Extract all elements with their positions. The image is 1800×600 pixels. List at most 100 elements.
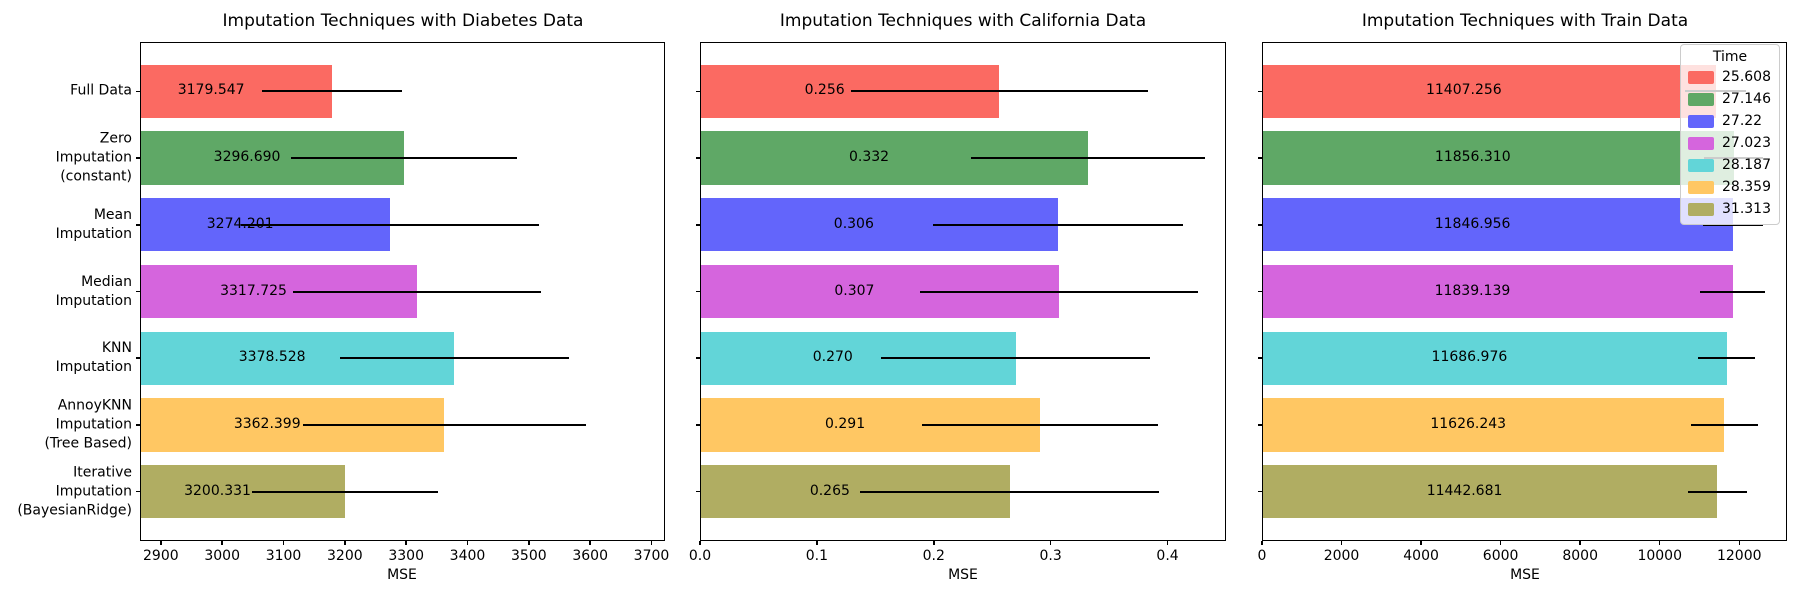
bar-value-label: 0.256 (804, 82, 845, 99)
x-tick (528, 541, 530, 545)
x-tick (1166, 541, 1169, 545)
x-tick-label: 10000 (1637, 548, 1682, 564)
x-tick-label: 3100 (265, 548, 302, 564)
x-tick (1420, 541, 1422, 545)
y-tick (136, 224, 140, 226)
bar-value-label: 11846.956 (1434, 215, 1511, 232)
legend-swatch (1688, 158, 1714, 172)
x-tick (1261, 541, 1263, 545)
x-tick-label: 6000 (1482, 548, 1519, 564)
x-tick-label: 3000 (204, 548, 240, 564)
x-tick-label: 2900 (143, 548, 179, 564)
x-tick-label: 3400 (449, 548, 486, 564)
y-tick (1258, 157, 1262, 159)
y-tick (696, 90, 700, 93)
legend-entry: 27.22 (1688, 110, 1772, 132)
category-label: KNN Imputation (55, 340, 132, 376)
xaxis-label-train: MSE (1510, 567, 1540, 583)
legend: Time 25.608 27.146 27.22 27.023 28.187 28.359 3… (1680, 44, 1780, 225)
x-tick (160, 541, 162, 545)
bar-value-label: 0.291 (825, 415, 866, 432)
bar-value-label: 3200.331 (184, 482, 251, 499)
x-tick (1340, 541, 1343, 545)
legend-entry: 28.187 (1688, 154, 1772, 176)
y-tick (696, 424, 700, 426)
error-bar (881, 357, 1151, 360)
error-bar (1687, 490, 1747, 493)
bar-value-label: 3317.725 (220, 282, 287, 299)
x-tick (816, 541, 818, 545)
error-bar (932, 223, 1183, 226)
y-tick (1258, 490, 1262, 493)
y-tick (136, 357, 140, 359)
x-tick (1738, 541, 1741, 545)
error-bar (1698, 357, 1756, 360)
legend-label: 27.146 (1722, 91, 1771, 107)
x-tick (466, 541, 469, 545)
y-tick (1258, 424, 1262, 426)
chart-title-train: Imputation Techniques with Train Data (1361, 11, 1689, 31)
error-bar (303, 423, 586, 426)
x-tick-label: 0 (1257, 548, 1267, 564)
category-label: Mean Imputation (55, 206, 132, 242)
category-label: Median Imputation (55, 273, 132, 309)
bar-value-label: 0.265 (809, 482, 850, 499)
chart-title-california: Imputation Techniques with California Da… (779, 11, 1147, 31)
legend-entry: 31.313 (1688, 198, 1772, 220)
x-tick-label: 3700 (633, 548, 670, 564)
y-tick (1258, 290, 1262, 293)
bar (1262, 464, 1718, 519)
x-tick-label: 0.0 (688, 548, 712, 564)
bar-value-label: 11442.681 (1426, 482, 1503, 499)
x-tick-label: 3500 (511, 548, 547, 564)
error-bar (1690, 423, 1758, 426)
legend-label: 31.313 (1722, 201, 1771, 217)
error-bar (291, 157, 517, 160)
error-bar (860, 490, 1160, 493)
error-bar (339, 357, 570, 360)
bar-value-label: 0.270 (812, 349, 853, 366)
x-tick-label: 0.1 (805, 548, 828, 564)
chart-title-diabetes: Imputation Techniques with Diabetes Data (222, 11, 584, 31)
x-tick (344, 541, 346, 545)
x-tick-label: 0.3 (1039, 548, 1062, 564)
legend-title: Time (1712, 49, 1748, 65)
x-tick-label: 0.2 (922, 548, 945, 564)
x-tick (650, 541, 653, 545)
legend-swatch (1688, 180, 1714, 194)
category-label: Full Data (70, 82, 132, 99)
bar-value-label: 11839.139 (1434, 282, 1511, 299)
x-tick (933, 541, 935, 545)
xaxis-label-california: MSE (948, 567, 978, 583)
y-tick (696, 357, 700, 359)
bar-value-label: 0.332 (848, 149, 890, 166)
bar (1262, 264, 1733, 319)
bar-value-label: 0.306 (833, 215, 874, 232)
x-tick (1499, 541, 1502, 545)
bar-value-label: 11686.976 (1431, 349, 1508, 366)
error-bar (241, 223, 540, 226)
y-tick (1258, 224, 1262, 226)
bar-value-label: 3274.201 (206, 215, 274, 232)
x-tick (282, 541, 285, 545)
legend-entry: 27.146 (1688, 88, 1772, 110)
legend-swatch (1688, 202, 1714, 216)
error-bar (1700, 290, 1766, 293)
x-tick-label: 0.4 (1156, 548, 1179, 564)
bar-value-label: 3296.690 (213, 149, 281, 166)
y-tick (136, 490, 140, 493)
y-tick (136, 157, 140, 159)
x-tick-label: 3300 (388, 548, 424, 564)
x-tick-label: 2000 (1323, 548, 1360, 564)
y-tick (136, 90, 140, 93)
legend-label: 28.359 (1722, 179, 1771, 195)
bar-value-label: 11407.256 (1425, 82, 1502, 99)
y-tick (1258, 357, 1262, 359)
legend-label: 25.608 (1722, 69, 1771, 85)
x-tick (589, 541, 591, 545)
legend-swatch (1688, 136, 1714, 150)
legend-label: 28.187 (1722, 157, 1771, 173)
x-tick (405, 541, 407, 545)
error-bar (262, 90, 403, 93)
